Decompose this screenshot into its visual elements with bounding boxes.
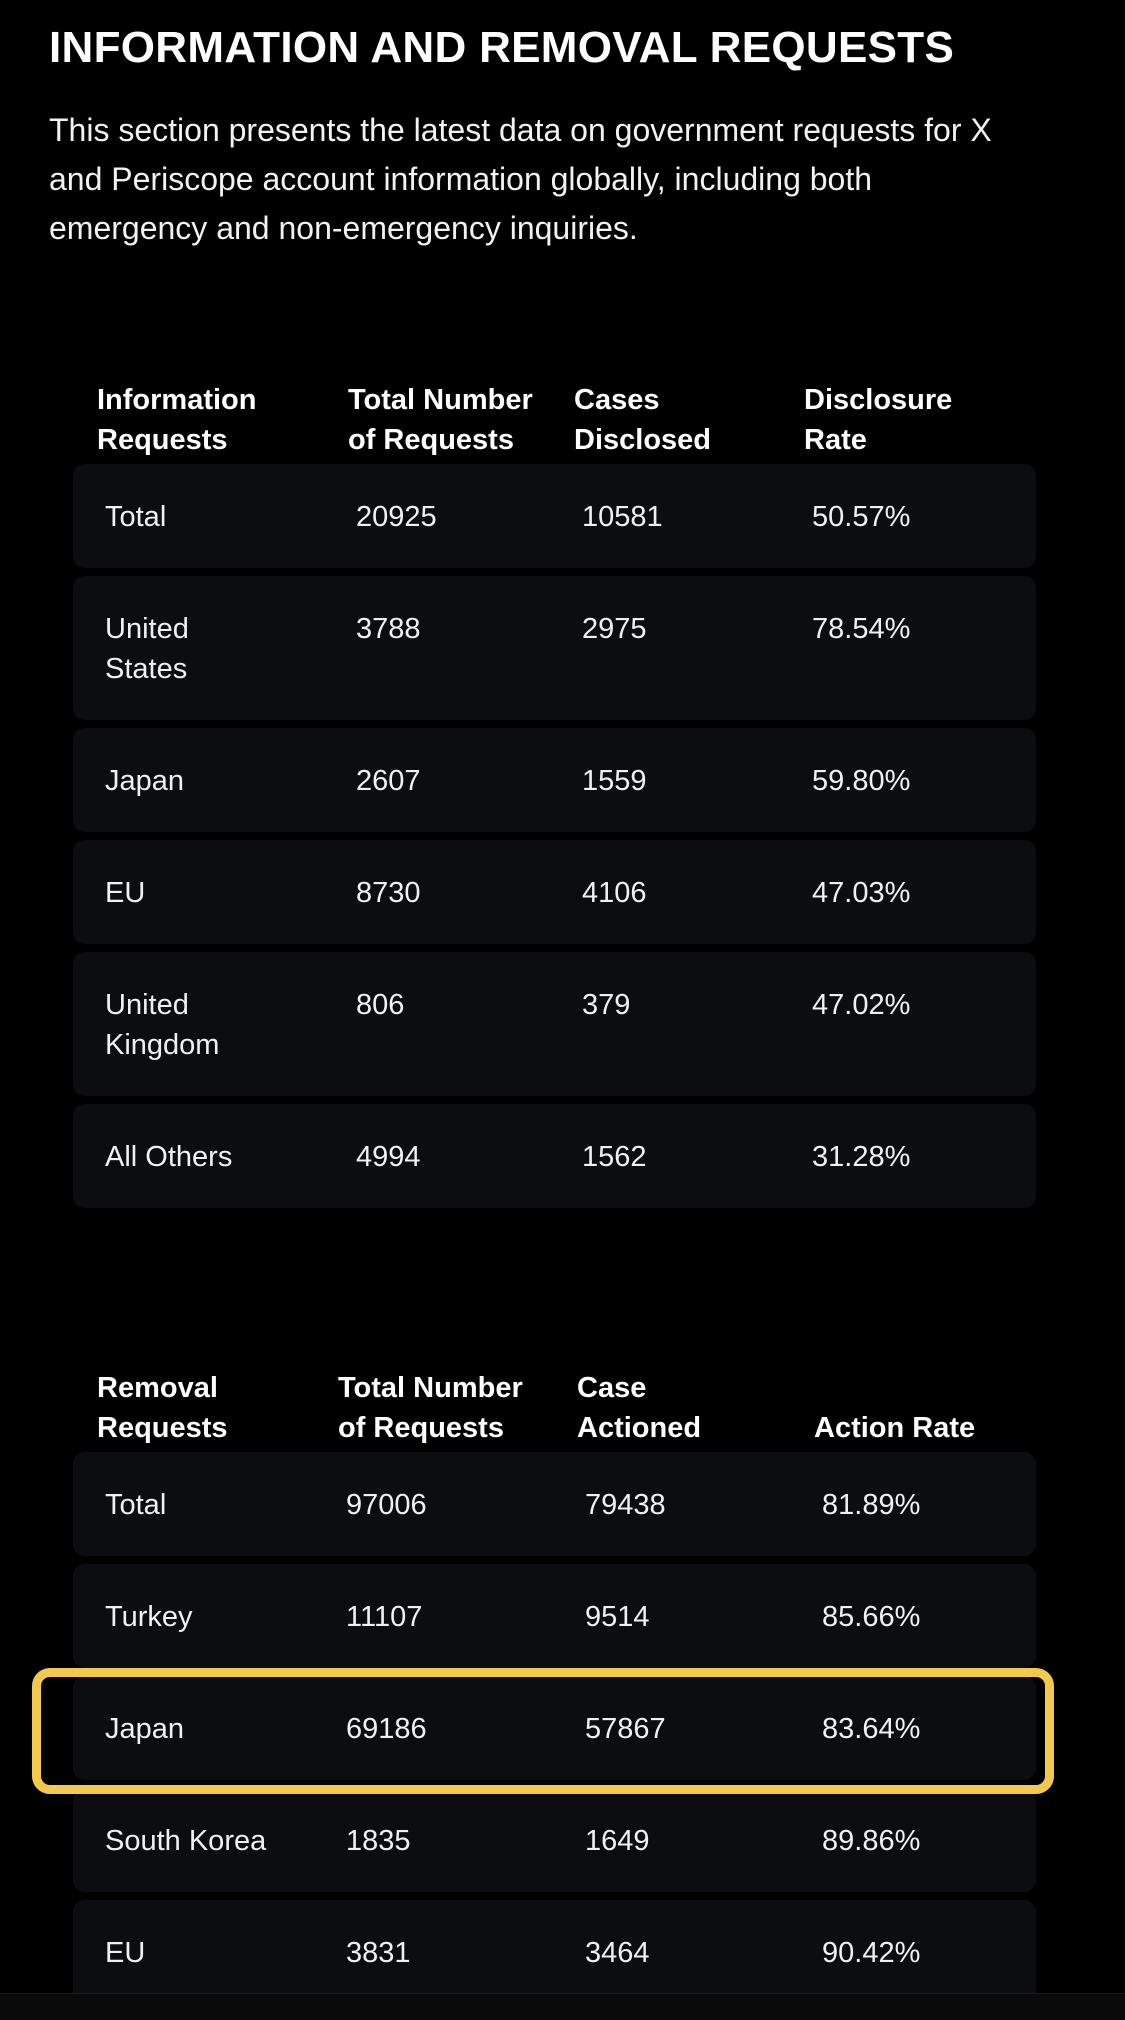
row-rate: 59.80%: [812, 765, 911, 797]
removal-requests-table: Removal Requests Total Number of Request…: [73, 1356, 1036, 2004]
row-disclosed: 1559: [582, 765, 647, 797]
row-name: EU: [105, 877, 146, 909]
header-cases-disclosed: Cases Disclosed: [574, 384, 711, 456]
table-row: Turkey 11107 9514 85.66%: [73, 1564, 1036, 1668]
table-row: Japan 69186 57867 83.64%: [73, 1676, 1036, 1780]
row-total: 3831: [346, 1937, 411, 1969]
table-row: United States 3788 2975 78.54%: [73, 576, 1036, 720]
table-row: Total 20925 10581 50.57%: [73, 464, 1036, 568]
row-total: 806: [356, 989, 405, 1021]
row-disclosed: 4106: [582, 877, 647, 909]
table-header: Removal Requests Total Number of Request…: [73, 1356, 1036, 1448]
row-disclosed: 10581: [582, 501, 663, 533]
row-name: All Others: [105, 1141, 233, 1173]
row-rate: 85.66%: [822, 1601, 921, 1633]
header-case-actioned: Case Actioned: [577, 1372, 702, 1444]
row-total: 2607: [356, 765, 421, 797]
table-row: All Others 4994 1562 31.28%: [73, 1104, 1036, 1208]
header-total-requests: Total Number of Requests: [338, 1372, 523, 1444]
row-name: United States: [105, 613, 189, 685]
row-rate: 31.28%: [812, 1141, 911, 1173]
row-name: South Korea: [105, 1825, 267, 1857]
row-actioned: 9514: [585, 1601, 650, 1633]
row-rate: 47.03%: [812, 877, 911, 909]
row-name: EU: [105, 1937, 146, 1969]
row-total: 1835: [346, 1825, 411, 1857]
bottom-bar: [0, 1993, 1125, 2020]
row-name: Total: [105, 501, 167, 533]
row-rate: 81.89%: [822, 1489, 921, 1521]
row-total: 11107: [346, 1601, 423, 1633]
row-name: Turkey: [105, 1601, 193, 1633]
row-actioned: 1649: [585, 1825, 650, 1857]
table-row: South Korea 1835 1649 89.86%: [73, 1788, 1036, 1892]
header-disclosure-rate: Disclosure Rate: [804, 384, 953, 456]
table-row: EU 3831 3464 90.42%: [73, 1900, 1036, 2004]
row-name: Japan: [105, 765, 185, 797]
row-rate: 47.02%: [812, 989, 911, 1021]
row-actioned: 57867: [585, 1713, 666, 1745]
row-disclosed: 379: [582, 989, 631, 1021]
row-total: 69186: [346, 1713, 427, 1745]
row-total: 20925: [356, 501, 437, 533]
table-row: Japan 2607 1559 59.80%: [73, 728, 1036, 832]
row-actioned: 3464: [585, 1937, 650, 1969]
section-title: INFORMATION AND REMOVAL REQUESTS: [49, 23, 955, 72]
header-information-requests: Information Requests: [97, 384, 257, 456]
row-name: Japan: [105, 1713, 185, 1745]
table-header: Information Requests Total Number of Req…: [73, 368, 1036, 460]
table-row: United Kingdom 806 379 47.02%: [73, 952, 1036, 1096]
row-rate: 78.54%: [812, 613, 911, 645]
row-total: 4994: [356, 1141, 421, 1173]
header-removal-requests: Removal Requests: [97, 1372, 228, 1444]
row-total: 97006: [346, 1489, 427, 1521]
row-total: 3788: [356, 613, 421, 645]
table-row: Total 97006 79438 81.89%: [73, 1452, 1036, 1556]
row-rate: 83.64%: [822, 1713, 921, 1745]
row-name: United Kingdom: [105, 989, 220, 1061]
row-rate: 50.57%: [812, 501, 911, 533]
row-rate: 90.42%: [822, 1937, 921, 1969]
row-disclosed: 1562: [582, 1141, 647, 1173]
header-total-requests: Total Number of Requests: [348, 384, 533, 456]
header-action-rate: Action Rate: [814, 1412, 976, 1444]
section-intro: This section presents the latest data on…: [49, 112, 992, 246]
row-total: 8730: [356, 877, 421, 909]
information-requests-table: Information Requests Total Number of Req…: [73, 368, 1036, 1208]
row-name: Total: [105, 1489, 167, 1521]
row-rate: 89.86%: [822, 1825, 921, 1857]
table-row: EU 8730 4106 47.03%: [73, 840, 1036, 944]
row-disclosed: 2975: [582, 613, 647, 645]
row-actioned: 79438: [585, 1489, 666, 1521]
